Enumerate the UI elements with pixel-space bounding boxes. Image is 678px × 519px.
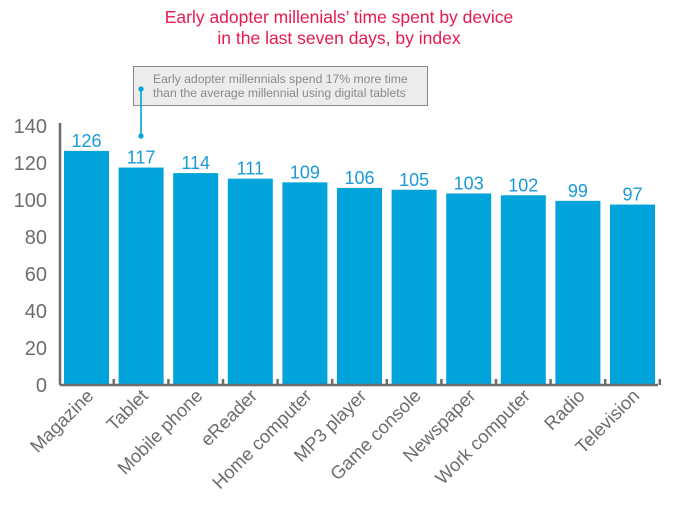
data-label: 102 [508, 175, 538, 195]
data-label: 105 [399, 170, 429, 190]
data-label: 117 [127, 148, 156, 168]
y-tick-label: 40 [25, 301, 47, 323]
annotation-callout: Early adopter millennials spend 17% more… [133, 66, 428, 106]
y-tick-label: 120 [14, 153, 47, 175]
bar-10 [610, 204, 655, 384]
bar-6 [391, 189, 437, 384]
chart-title: Early adopter millenials’ time spent by … [0, 7, 678, 49]
bar-9 [555, 200, 601, 384]
bar-5 [337, 187, 382, 384]
data-label: 109 [290, 162, 320, 182]
y-tick-label: 20 [25, 338, 47, 360]
data-label: 126 [71, 131, 101, 151]
y-tick-label: 0 [36, 375, 47, 397]
bar-1 [118, 167, 164, 384]
annotation-dot-bottom [138, 133, 144, 139]
annotation-dot-top [138, 86, 144, 92]
x-tick-label: Home computer [208, 385, 316, 493]
data-label: 111 [237, 159, 264, 179]
x-tick-label: Radio [540, 385, 589, 434]
y-tick-label: 140 [14, 116, 47, 138]
chart-title-line-2: in the last seven days, by index [217, 28, 461, 48]
bar-4 [282, 182, 328, 384]
bar-0 [64, 150, 109, 384]
data-label: 114 [181, 153, 210, 173]
bar-8 [500, 195, 546, 384]
data-label: 99 [568, 181, 588, 201]
x-tick-label: Tablet [102, 385, 152, 435]
data-label: 103 [454, 173, 484, 193]
y-tick-label: 80 [25, 227, 47, 249]
data-label: 106 [344, 168, 374, 188]
y-tick-label: 60 [25, 264, 47, 286]
y-tick-label: 100 [14, 190, 47, 212]
annotation-line-1: Early adopter millennials spend 17% more… [153, 72, 408, 86]
data-label: 97 [622, 185, 642, 205]
x-tick-label: Work computer [431, 385, 534, 488]
bar-3 [227, 178, 273, 384]
bar-7 [446, 193, 492, 384]
bar-2 [173, 173, 219, 384]
annotation-line-2: than the average millennial using digita… [153, 85, 406, 100]
chart-title-line-1: Early adopter millenials’ time spent by … [164, 7, 514, 27]
